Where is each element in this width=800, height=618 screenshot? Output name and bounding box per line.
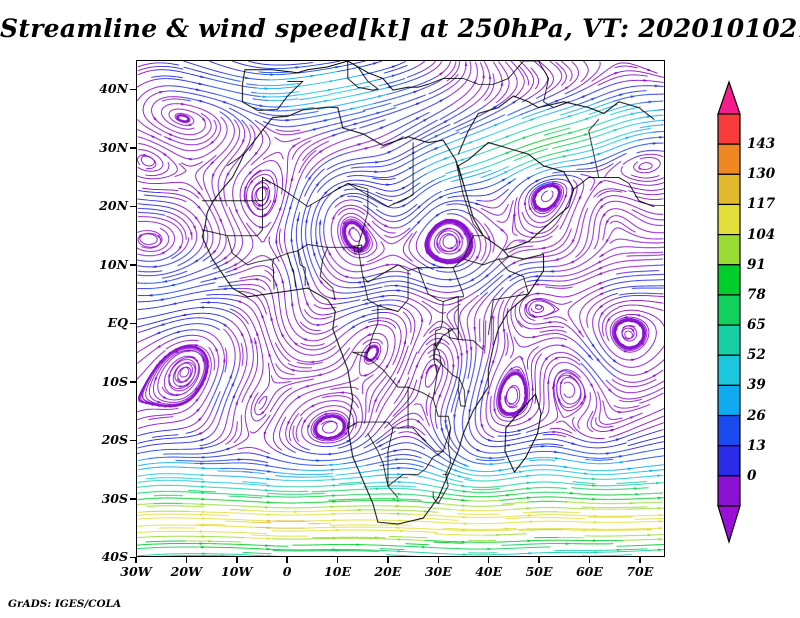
y-axis-tick — [130, 556, 136, 558]
y-axis-tick — [130, 498, 136, 500]
y-axis-tick-label: 30S — [101, 490, 128, 506]
streamline-canvas — [137, 61, 664, 556]
y-axis-tick-label: 20N — [99, 198, 128, 214]
y-axis-tick — [130, 264, 136, 266]
y-axis-tick-label: EQ — [107, 315, 128, 331]
colorbar-tick-label: 78 — [747, 286, 766, 303]
x-axis-tick-label: 70E — [626, 564, 654, 579]
y-axis-tick — [130, 88, 136, 91]
x-axis-tick — [588, 557, 591, 563]
colorbar-band — [717, 384, 741, 417]
x-axis-tick-label: 40E — [475, 564, 503, 579]
y-axis-tick-label: 40N — [99, 81, 128, 97]
colorbar-tick-label: 13 — [747, 437, 766, 454]
x-axis-tick — [387, 557, 389, 563]
y-axis-tick — [130, 147, 136, 149]
colorbar-band — [717, 173, 741, 206]
y-axis-tick-label: 10S — [101, 373, 128, 389]
x-axis-tick-label: 10W — [221, 564, 253, 579]
colorbar-high-arrow — [717, 80, 741, 115]
x-axis-tick-label: 10E — [324, 564, 351, 579]
colorbar-band — [717, 234, 741, 266]
x-axis-tick — [185, 557, 188, 563]
x-axis-tick — [538, 557, 540, 563]
x-axis-tick — [639, 557, 641, 563]
x-axis-tick-label: 20W — [170, 564, 203, 579]
colorbar: 0 13 26 39 52 65 78 91 104 117 130 143 — [706, 80, 796, 550]
x-axis-tick — [437, 557, 440, 563]
y-axis-tick-label: 40S — [101, 549, 128, 564]
x-axis-tick — [236, 557, 238, 563]
colorbar-band — [717, 143, 741, 175]
y-axis-tick-label: 30N — [99, 139, 128, 155]
y-axis-tick-label: 10N — [99, 256, 128, 272]
colorbar-band — [717, 324, 741, 356]
y-axis-tick — [130, 439, 136, 442]
colorbar-tick-label: 130 — [747, 166, 776, 183]
colorbar-band — [717, 414, 741, 447]
colorbar-tick-label: 104 — [747, 226, 776, 243]
colorbar-band — [717, 475, 741, 507]
colorbar-band — [717, 113, 741, 145]
x-axis-tick-label: 0 — [282, 564, 292, 579]
y-axis-tick-label: 20S — [101, 432, 128, 448]
colorbar-tick-label: 0 — [747, 467, 757, 484]
x-axis-tick-label: 60E — [575, 564, 603, 579]
colorbar-tick-label: 91 — [747, 256, 766, 273]
colorbar-tick-label: 143 — [747, 136, 776, 153]
colorbar-svg — [717, 80, 741, 545]
x-axis-tick — [135, 557, 137, 563]
x-axis-tick — [286, 557, 288, 563]
colorbar-band — [717, 294, 741, 326]
colorbar-tick-label: 26 — [747, 407, 766, 424]
x-axis-tick-label: 50E — [525, 564, 553, 579]
colorbar-band — [717, 264, 741, 296]
y-axis-tick — [130, 322, 136, 325]
colorbar-low-arrow — [717, 505, 741, 545]
x-axis-tick-label: 30W — [120, 564, 152, 579]
colorbar-band — [717, 203, 741, 236]
colorbar-band — [717, 354, 741, 386]
colorbar-tick-label: 39 — [747, 377, 766, 394]
x-axis-tick — [487, 557, 490, 563]
y-axis-tick — [130, 205, 136, 208]
colorbar-tick-label: 117 — [747, 196, 776, 213]
x-axis-tick-label: 30E — [424, 564, 452, 579]
x-axis-tick-label: 20E — [374, 564, 402, 579]
y-axis-tick — [130, 381, 136, 383]
x-axis-tick — [336, 557, 339, 563]
colorbar-tick-label: 52 — [747, 347, 766, 364]
page-title: Streamline & wind speed[kt] at 250hPa, V… — [0, 14, 800, 43]
colorbar-tick-label: 65 — [747, 317, 766, 334]
footer-credit: GrADS: IGES/COLA — [8, 598, 122, 610]
map-plot-area — [136, 60, 665, 557]
colorbar-band — [717, 445, 741, 477]
